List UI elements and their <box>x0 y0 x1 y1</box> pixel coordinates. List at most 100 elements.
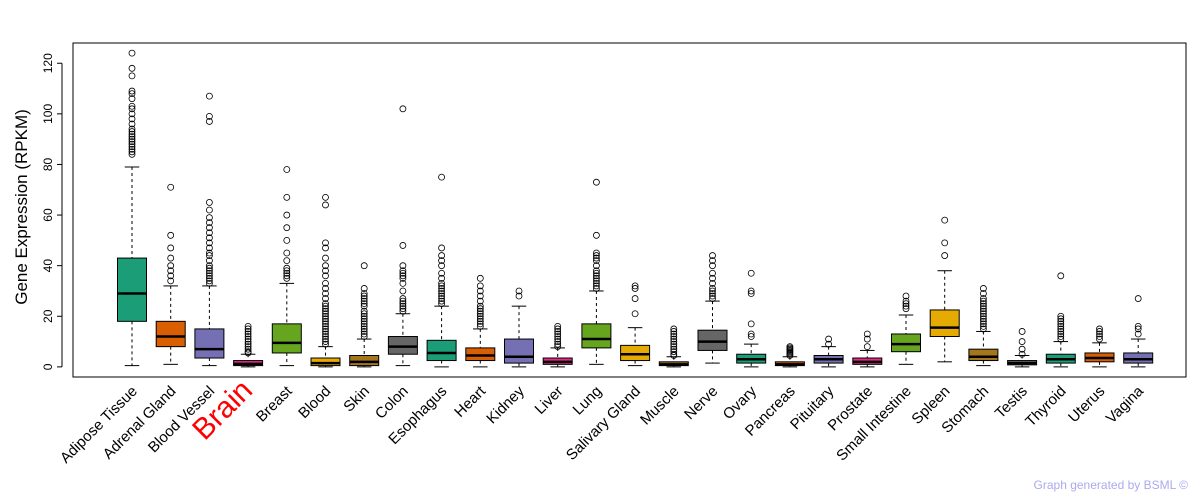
outlier-point <box>244 335 252 343</box>
outlier-point <box>205 199 213 206</box>
outlier-point <box>709 290 716 297</box>
y-tick-label: 60 <box>41 208 55 222</box>
outlier-point <box>1057 328 1065 335</box>
outlier-point <box>360 307 368 315</box>
x-label-liver: Liver <box>532 383 567 418</box>
credit-text: Graph generated by BSML © <box>1033 478 1188 492</box>
outlier-point <box>593 267 600 275</box>
outlier-point <box>167 262 175 270</box>
outlier-point <box>476 274 484 282</box>
outlier-point <box>438 285 446 292</box>
outlier-point <box>322 310 329 318</box>
outlier-point <box>283 272 291 280</box>
outlier-point <box>399 307 407 315</box>
box-kidney <box>504 287 534 368</box>
iqr-box <box>194 328 225 359</box>
outlier-point <box>128 115 136 123</box>
outlier-point <box>360 325 368 333</box>
outlier-point <box>593 274 600 282</box>
outlier-point <box>476 297 484 305</box>
box-breast <box>271 166 302 367</box>
outlier-point <box>438 262 446 270</box>
outlier-point <box>593 282 600 290</box>
iqr-box <box>891 333 921 353</box>
outlier-point <box>205 277 213 285</box>
outlier-point <box>360 302 368 310</box>
outlier-point <box>980 305 987 313</box>
outlier-point <box>554 328 562 335</box>
outlier-point <box>360 310 368 318</box>
box-brain <box>233 322 264 368</box>
x-label-blood: Blood <box>295 383 334 422</box>
outlier-point <box>476 310 484 318</box>
outlier-point <box>670 345 678 353</box>
outlier-point <box>554 330 562 338</box>
outlier-point <box>244 325 252 333</box>
outlier-point <box>980 322 987 330</box>
box-colon <box>387 105 418 367</box>
outlier-point <box>283 274 291 282</box>
box-testis <box>1007 328 1038 368</box>
outlier-point <box>980 290 987 297</box>
outlier-point <box>399 267 407 275</box>
outlier-point <box>554 322 562 330</box>
outlier-point <box>670 333 678 340</box>
outlier-point <box>322 300 329 308</box>
outlier-point <box>1134 330 1142 338</box>
plot-frame <box>72 42 1187 378</box>
outlier-point <box>360 320 368 328</box>
box-blood-vessel <box>194 92 225 367</box>
outlier-point <box>322 317 329 325</box>
outlier-point <box>399 272 407 280</box>
outlier-point <box>438 290 446 297</box>
outlier-point <box>747 290 755 297</box>
outlier-point <box>438 297 446 305</box>
outlier-point <box>244 345 252 353</box>
outlier-point <box>863 330 871 338</box>
outlier-point <box>128 125 136 133</box>
outlier-point <box>1096 335 1103 343</box>
outlier-point <box>128 140 136 148</box>
outlier-point <box>322 254 329 262</box>
outlier-point <box>786 343 794 351</box>
outlier-point <box>709 279 716 287</box>
outlier-point <box>476 287 484 295</box>
outlier-point <box>128 102 136 110</box>
box-thyroid <box>1045 272 1076 368</box>
outlier-point <box>244 343 252 351</box>
outlier-point <box>167 231 175 239</box>
box-prostate <box>852 330 883 368</box>
outlier-point <box>205 272 213 280</box>
y-tick-label: 40 <box>41 259 55 273</box>
outlier-point <box>554 338 562 345</box>
outlier-point <box>205 249 213 257</box>
outlier-point <box>980 320 987 328</box>
x-label-vagina: Vagina <box>1103 382 1148 427</box>
outlier-point <box>1096 333 1103 340</box>
outlier-point <box>593 231 600 239</box>
outlier-point <box>322 262 329 270</box>
outlier-point <box>747 287 755 295</box>
outlier-point <box>554 333 562 340</box>
outlier-point <box>670 325 678 333</box>
outlier-point <box>322 312 329 320</box>
outlier-point <box>205 239 213 247</box>
outlier-point <box>1018 350 1026 358</box>
outlier-point <box>205 267 213 275</box>
box-ovary <box>736 269 767 368</box>
outlier-point <box>360 292 368 300</box>
outlier-point <box>670 338 678 345</box>
y-tick-label: 100 <box>41 104 55 124</box>
outlier-point <box>476 320 484 328</box>
outlier-point <box>709 287 716 295</box>
outlier-point <box>476 302 484 310</box>
outlier-point <box>205 112 213 120</box>
outlier-point <box>438 244 446 252</box>
outlier-point <box>593 257 600 265</box>
outlier-point <box>980 307 987 315</box>
outlier-point <box>205 234 213 242</box>
boxes <box>117 49 1154 368</box>
box-skin <box>349 262 380 368</box>
outlier-point <box>593 252 600 259</box>
outlier-point <box>438 274 446 282</box>
